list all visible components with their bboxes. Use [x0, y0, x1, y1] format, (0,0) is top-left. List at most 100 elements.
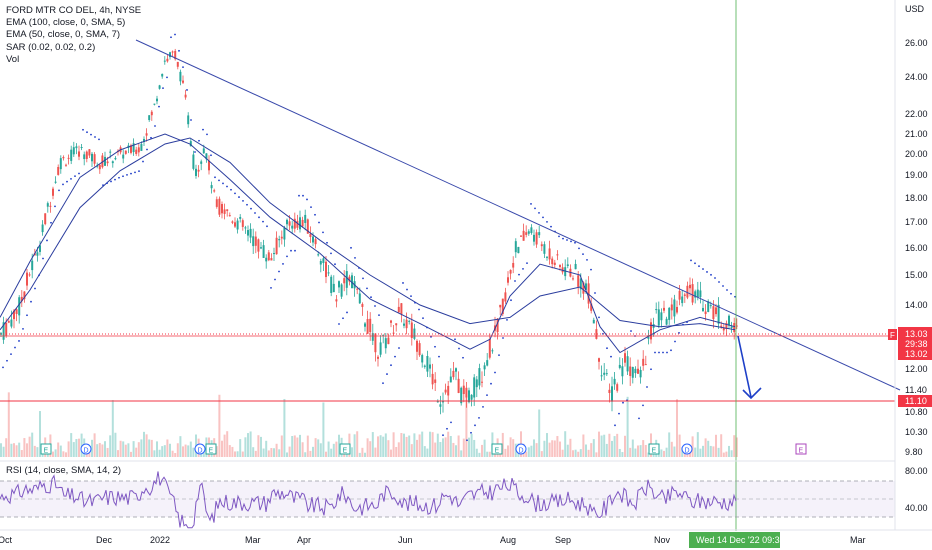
legend-sar[interactable]: SAR (0.02, 0.02, 0.2) [6, 41, 96, 53]
sar-dot [466, 439, 468, 442]
volume-bar [507, 445, 509, 457]
volume-bar [400, 432, 403, 457]
volume-bar [10, 443, 13, 457]
sar-dot [146, 148, 148, 151]
volume-bar [275, 443, 278, 457]
candle-body [15, 309, 18, 314]
ema-50-line[interactable] [0, 133, 736, 354]
earnings-event-icon[interactable]: E [205, 443, 217, 455]
sar-dot [62, 183, 64, 186]
legend-ema100[interactable]: EMA (100, close, 0, SMA, 5) [6, 17, 126, 29]
candle-body [39, 245, 41, 252]
sar-dot [638, 417, 640, 420]
volume-bar [696, 432, 699, 457]
sar-dot [586, 258, 588, 261]
candle-body [91, 153, 93, 162]
volume-bar [148, 439, 151, 457]
candle-body [158, 85, 161, 89]
candle-body [364, 323, 366, 327]
candle-body [592, 319, 595, 324]
volume-bar [135, 447, 138, 457]
candlesticks[interactable] [0, 48, 738, 415]
candle-body [507, 277, 509, 283]
price-tick-label: 9.80 [905, 447, 923, 457]
price-axis-ticks[interactable]: 26.00 24.00 22.00 21.00 20.00 19.00 18.00 17.00… [905, 38, 928, 457]
earnings-event-icon[interactable]: E [339, 443, 351, 455]
dividend-event-icon[interactable]: D [515, 443, 527, 455]
svg-text:E: E [44, 448, 49, 455]
candle-body [486, 360, 489, 366]
dividend-event-icon[interactable]: D [681, 443, 693, 455]
volume-bar [33, 445, 36, 457]
candle-body [704, 311, 707, 315]
volume-bar [270, 447, 273, 457]
volume-bar [187, 445, 190, 457]
earnings-event-icon[interactable]: E [795, 443, 807, 455]
candle-body [215, 199, 218, 207]
candle-body [319, 260, 322, 265]
volume-bar [647, 452, 650, 457]
volume-bar [642, 440, 645, 457]
sar-dot [582, 253, 584, 256]
candle-body [629, 366, 632, 377]
sar-dot [66, 180, 68, 183]
volume-bar [189, 441, 192, 457]
sar-dot [306, 198, 308, 201]
volume-bar [416, 439, 418, 457]
candle-body [608, 389, 611, 393]
svg-text:E: E [343, 448, 348, 455]
sar-dot [126, 173, 128, 176]
volume-bar [335, 441, 338, 457]
sar-dot [2, 366, 4, 369]
forecast-arrow[interactable] [737, 335, 762, 400]
volume-bar [182, 446, 184, 457]
sar-dot [202, 128, 204, 131]
candle-body [322, 258, 325, 264]
candle-body [283, 227, 286, 240]
dividend-event-icon[interactable]: D [194, 443, 206, 455]
volume-bar [728, 445, 730, 457]
legend-ema50[interactable]: EMA (50, close, 0, SMA, 7) [6, 29, 121, 41]
candle-body [681, 296, 684, 304]
sar-dot [26, 314, 28, 317]
candle-body [312, 236, 314, 243]
legend-vol[interactable]: Vol [6, 53, 20, 65]
rsi-axis-ticks[interactable]: 80.00 40.00 [905, 466, 928, 513]
candle-body [465, 387, 468, 398]
earnings-event-icon[interactable]: E [40, 443, 52, 455]
sar-dot [70, 178, 72, 180]
volume-bar [309, 450, 312, 457]
volume-bar [179, 436, 182, 457]
candle-body [62, 157, 65, 159]
volume-bar [501, 432, 504, 457]
sar-dot [158, 105, 160, 108]
downtrend-line[interactable] [135, 39, 901, 391]
rsi-line[interactable] [0, 471, 737, 529]
candle-body [683, 294, 686, 296]
symbol-title[interactable]: FORD MTR CO DEL, 4h, NYSE [6, 5, 142, 16]
volume-bar [613, 436, 616, 457]
sar-dot [74, 175, 76, 178]
sar-dot [646, 386, 648, 388]
volume-bar [364, 452, 366, 457]
sar-dot [134, 171, 136, 174]
volume-bar [535, 443, 538, 457]
volume-bar [278, 449, 281, 457]
rsi-legend[interactable]: RSI (14, close, SMA, 14, 2) [6, 465, 122, 476]
time-axis-labels[interactable]: Oct Dec 2022 Mar Apr Jun Aug Sep Nov Mar [0, 535, 866, 545]
volume-bar [504, 448, 507, 457]
sar-dot [454, 338, 456, 341]
volume-bar [470, 433, 473, 457]
candle-body [57, 167, 60, 175]
ema-100-line[interactable] [0, 137, 736, 331]
volume-bar [111, 400, 114, 457]
dividend-event-icon[interactable]: D [80, 443, 92, 455]
earnings-event-icon[interactable]: E [491, 443, 503, 455]
volume-bar [429, 431, 431, 457]
candle-body [416, 340, 418, 352]
earnings-event-icon[interactable]: E [648, 443, 660, 455]
volume-bar [150, 439, 153, 457]
sar-dot [546, 220, 548, 223]
